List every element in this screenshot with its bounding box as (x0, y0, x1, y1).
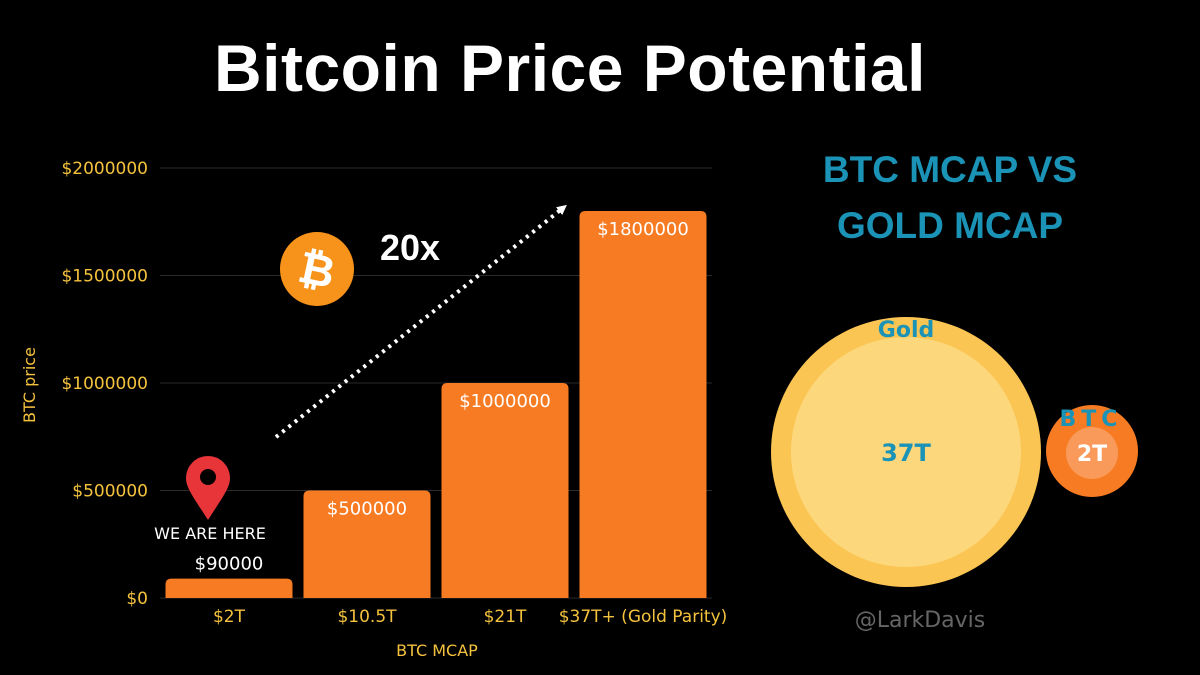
bar-value-label: $500000 (327, 499, 407, 520)
dotted-arrow-icon (274, 204, 567, 439)
bar (165, 578, 293, 598)
bar-value-labels: $90000 $500000 $1000000 $1800000 (195, 219, 689, 575)
y-tick-label: $0 (126, 589, 148, 609)
comparison-title-line2: GOLD MCAP (836, 205, 1064, 246)
bar-value-label: $1800000 (597, 219, 689, 240)
x-tick-label: $37T+ (Gold Parity) (559, 607, 728, 627)
bar (579, 211, 707, 598)
y-tick-label: $500000 (72, 482, 148, 502)
comparison-title-line1: BTC MCAP VS (822, 149, 1078, 190)
author-handle: @LarkDavis (854, 608, 986, 633)
y-axis-ticks: $0 $500000 $1000000 $1500000 $2000000 (61, 159, 148, 609)
x-tick-label: $10.5T (337, 607, 397, 627)
btc-circle-label: BTC (1060, 407, 1123, 432)
gold-circle-value: 37T (881, 439, 931, 467)
y-tick-label: $1500000 (61, 267, 148, 287)
bar (303, 490, 431, 598)
location-pin-icon (186, 456, 230, 520)
gold-circle-label: Gold (878, 318, 934, 343)
x-tick-label: $2T (213, 607, 246, 627)
bar-value-label: $90000 (195, 554, 264, 575)
y-tick-label: $1000000 (61, 374, 148, 394)
bitcoin-logo-icon: ₿ (280, 232, 354, 306)
btc-mcap-circle (1046, 405, 1138, 497)
btc-circle-value: 2T (1077, 442, 1107, 467)
y-axis-label: BTC price (20, 347, 39, 423)
gold-mcap-circle (771, 317, 1041, 587)
page-title: Bitcoin Price Potential (214, 31, 926, 105)
bars (165, 211, 707, 598)
x-axis-label: BTC MCAP (396, 641, 478, 660)
we-are-here-label: WE ARE HERE (154, 524, 266, 543)
y-tick-label: $2000000 (61, 159, 148, 179)
x-tick-label: $21T (484, 607, 527, 627)
x-axis-categories: $2T $10.5T $21T $37T+ (Gold Parity) (213, 607, 727, 627)
bar-value-label: $1000000 (459, 391, 551, 412)
comparison-title: BTC MCAP VS GOLD MCAP (770, 142, 1130, 254)
multiplier-label: 20x (380, 227, 440, 268)
bar (441, 383, 569, 598)
